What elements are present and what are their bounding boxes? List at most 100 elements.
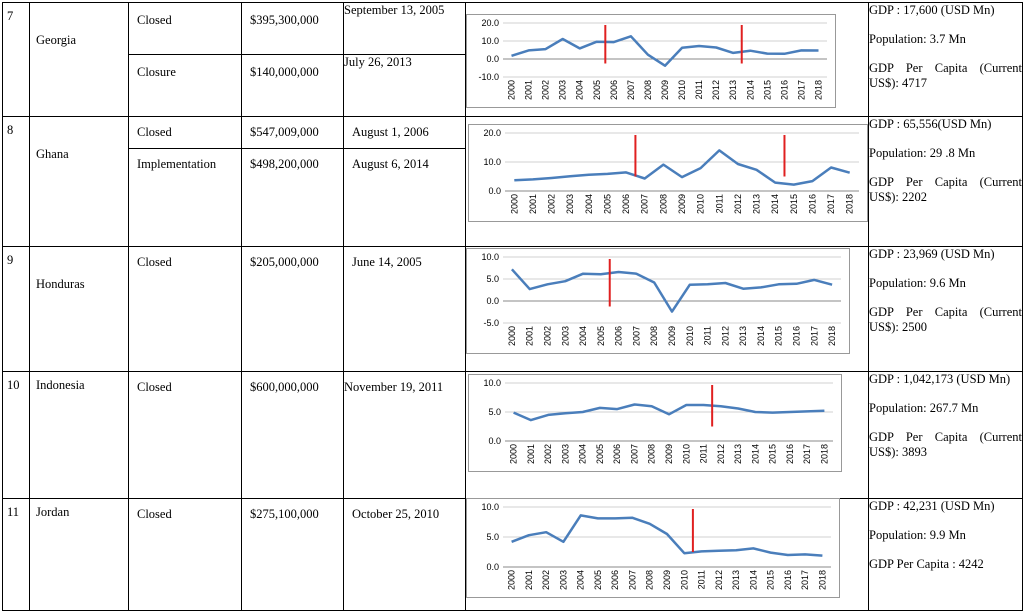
y-tick-label: 10.0 [483,157,501,167]
program-date: July 26, 2013 [343,54,466,117]
y-tick-label: 0.0 [486,54,499,64]
x-tick-label: 2012 [733,194,743,214]
program-status: Implementation [128,148,242,247]
x-tick-label: 2009 [664,444,674,464]
gdp-growth-series-line [513,403,825,422]
y-tick-label: -10.0 [478,72,499,82]
gdp-per-capita-text: GDP Per Capita (Current US$): 2500 [869,305,1022,334]
x-tick-label: 2017 [796,80,806,100]
x-tick-label: 2018 [827,326,837,346]
x-tick-label: 2000 [509,444,519,464]
x-tick-label: 2001 [525,326,535,346]
x-tick-label: 2003 [558,570,568,590]
program-amount: $547,009,000 [241,116,344,149]
chart-svg: 10.0 5.0 0.0 2000 2001 2002 2003 2004 2005 2006 20… [481,502,831,590]
program-date: August 6, 2014 [343,148,466,247]
population-text: Population: 3.7 Mn [869,32,966,46]
x-tick-label: 2007 [640,194,650,214]
x-tick-label: 2008 [643,80,653,100]
x-tick-label: 2013 [738,326,748,346]
x-tick-label: 2009 [667,326,677,346]
x-tick-label: 2018 [845,194,855,214]
row-number: 10 [2,371,30,499]
x-tick-label: 2011 [694,80,704,99]
x-tick-label: 2010 [679,570,689,590]
country-name: Ghana [36,147,69,161]
x-tick-label: 2005 [596,326,606,346]
x-tick-label: 2017 [802,444,812,464]
x-tick-label: 2004 [575,80,585,100]
population-text: Population: 9.9 Mn [869,528,966,542]
x-tick-label: 2003 [565,194,575,214]
program-date: November 19, 2011 [343,371,466,499]
country-name: Jordan [36,505,70,519]
x-tick-label: 2013 [752,194,762,214]
gdp-per-capita-text: GDP Per Capita (Current US$): 4717 [869,61,1022,90]
program-status: Closed [128,2,242,55]
gdp-text: GDP : 42,231 (USD Mn) [869,499,995,513]
x-tick-label: 2001 [526,444,536,464]
program-amount: $600,000,000 [241,371,344,499]
gdp-growth-chart-indonesia: 10.0 5.0 0.0 2000 2001 2002 2003 2004 2005 2006 20… [468,374,842,472]
program-date: October 25, 2010 [343,498,466,611]
x-tick-label: 2016 [779,80,789,100]
x-tick-label: 2013 [733,444,743,464]
x-tick-label: 2014 [748,570,758,590]
x-tick-label: 2015 [762,80,772,100]
gdp-per-capita-text: GDP Per Capita (Current US$): 2202 [869,175,1022,204]
chart-svg: 10.0 5.0 0.0 2000 2001 2002 2003 2004 2005 2006 20… [483,378,833,464]
y-tick-label: 5.0 [486,532,499,542]
x-tick-label: 2011 [703,326,713,345]
x-tick-label: 2011 [699,444,709,463]
x-tick-label: 2001 [524,570,534,590]
program-amount: $205,000,000 [241,246,344,372]
x-tick-label: 2005 [592,80,602,100]
gdp-per-capita-text: GDP Per Capita : 4242 [869,557,984,571]
y-tick-label: 0.0 [488,436,501,446]
gdp-text: GDP : 65,556(USD Mn) [869,117,992,131]
x-tick-label: 2003 [558,80,568,100]
gdp-growth-chart-georgia: 20.0 10.0 0.0 -10.0 2000 2001 2002 2003 2004 2005… [466,14,836,108]
x-tick-label: 2012 [714,570,724,590]
x-tick-label: 2006 [609,80,619,100]
program-status: Closed [128,246,242,372]
gdp-growth-series-line [510,268,833,313]
x-tick-label: 2000 [507,80,517,100]
x-tick-label: 2017 [800,570,810,590]
x-tick-label: 2016 [783,570,793,590]
x-tick-label: 2007 [631,326,641,346]
x-tick-label: 2015 [789,194,799,214]
x-tick-label: 2000 [507,570,517,590]
stats-cell: GDP : 17,600 (USD Mn) Population: 3.7 Mn… [868,2,1023,117]
x-tick-label: 2005 [593,570,603,590]
x-tick-label: 2009 [662,570,672,590]
x-tick-label: 2010 [696,194,706,214]
y-tick-label: 0.0 [486,562,499,572]
row-number: 11 [2,498,30,611]
y-tick-label: 0.0 [486,296,499,306]
x-tick-label: 2017 [826,194,836,214]
y-tick-label: 10.0 [481,252,499,262]
program-amount: $275,100,000 [241,498,344,611]
x-tick-label: 2005 [595,444,605,464]
x-tick-label: 2012 [711,80,721,100]
stats-cell: GDP : 65,556(USD Mn) Population: 29 .8 M… [868,116,1023,247]
x-tick-label: 2007 [627,570,637,590]
gdp-growth-series-line [511,514,823,557]
y-tick-label: 10.0 [481,502,499,512]
x-tick-label: 2014 [770,194,780,214]
x-tick-label: 2011 [714,194,724,213]
stats-cell: GDP : 1,042,173 (USD Mn) Population: 267… [868,371,1023,499]
x-tick-label: 2007 [626,80,636,100]
population-text: Population: 267.7 Mn [869,401,979,415]
y-tick-label: -5.0 [483,318,499,328]
program-status: Closed [128,371,242,499]
gdp-text: GDP : 23,969 (USD Mn) [869,247,995,261]
x-tick-label: 2002 [541,80,551,100]
x-tick-label: 2008 [649,326,659,346]
x-tick-label: 2006 [612,444,622,464]
x-tick-label: 2012 [716,444,726,464]
program-amount: $498,200,000 [241,148,344,247]
x-tick-label: 2001 [528,194,538,214]
program-status: Closed [128,498,242,611]
